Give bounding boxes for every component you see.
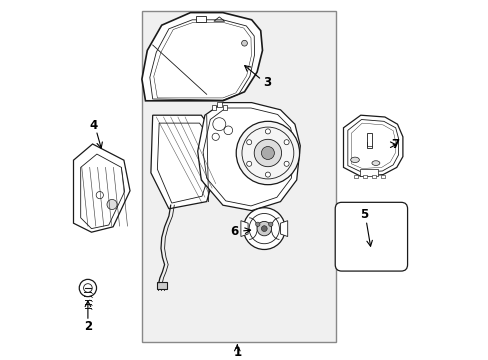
Circle shape	[265, 129, 270, 134]
Circle shape	[236, 121, 299, 185]
Bar	[212, 105, 216, 110]
Polygon shape	[343, 115, 402, 176]
Bar	[353, 175, 358, 178]
Polygon shape	[241, 221, 247, 237]
Circle shape	[255, 222, 260, 226]
Circle shape	[261, 147, 274, 159]
Circle shape	[246, 161, 251, 166]
Ellipse shape	[350, 157, 359, 162]
Circle shape	[257, 221, 271, 236]
Bar	[371, 175, 375, 178]
Text: 4: 4	[90, 119, 98, 132]
Ellipse shape	[371, 161, 379, 165]
Bar	[223, 105, 227, 110]
Polygon shape	[73, 144, 130, 232]
Polygon shape	[197, 103, 300, 211]
Polygon shape	[280, 221, 287, 237]
Bar	[217, 102, 222, 107]
PathPatch shape	[142, 13, 262, 101]
Circle shape	[107, 199, 117, 210]
Text: 7: 7	[390, 138, 398, 151]
Circle shape	[243, 208, 285, 249]
Bar	[196, 16, 205, 22]
Bar	[359, 169, 377, 176]
Bar	[157, 282, 167, 289]
Circle shape	[261, 226, 266, 231]
Circle shape	[284, 140, 288, 145]
Bar	[142, 11, 336, 342]
Bar	[362, 175, 366, 178]
Text: 6: 6	[230, 225, 238, 238]
Polygon shape	[151, 115, 223, 209]
Text: 5: 5	[359, 208, 367, 221]
Bar	[380, 175, 385, 178]
Circle shape	[79, 279, 96, 297]
Circle shape	[254, 139, 281, 167]
Circle shape	[265, 172, 270, 177]
Text: 2: 2	[83, 320, 92, 333]
Text: 1: 1	[233, 346, 241, 359]
FancyBboxPatch shape	[335, 202, 407, 271]
Text: 3: 3	[262, 76, 270, 89]
Circle shape	[284, 161, 288, 166]
Circle shape	[246, 140, 251, 145]
Circle shape	[241, 40, 247, 46]
Circle shape	[268, 222, 272, 226]
Bar	[366, 133, 371, 148]
